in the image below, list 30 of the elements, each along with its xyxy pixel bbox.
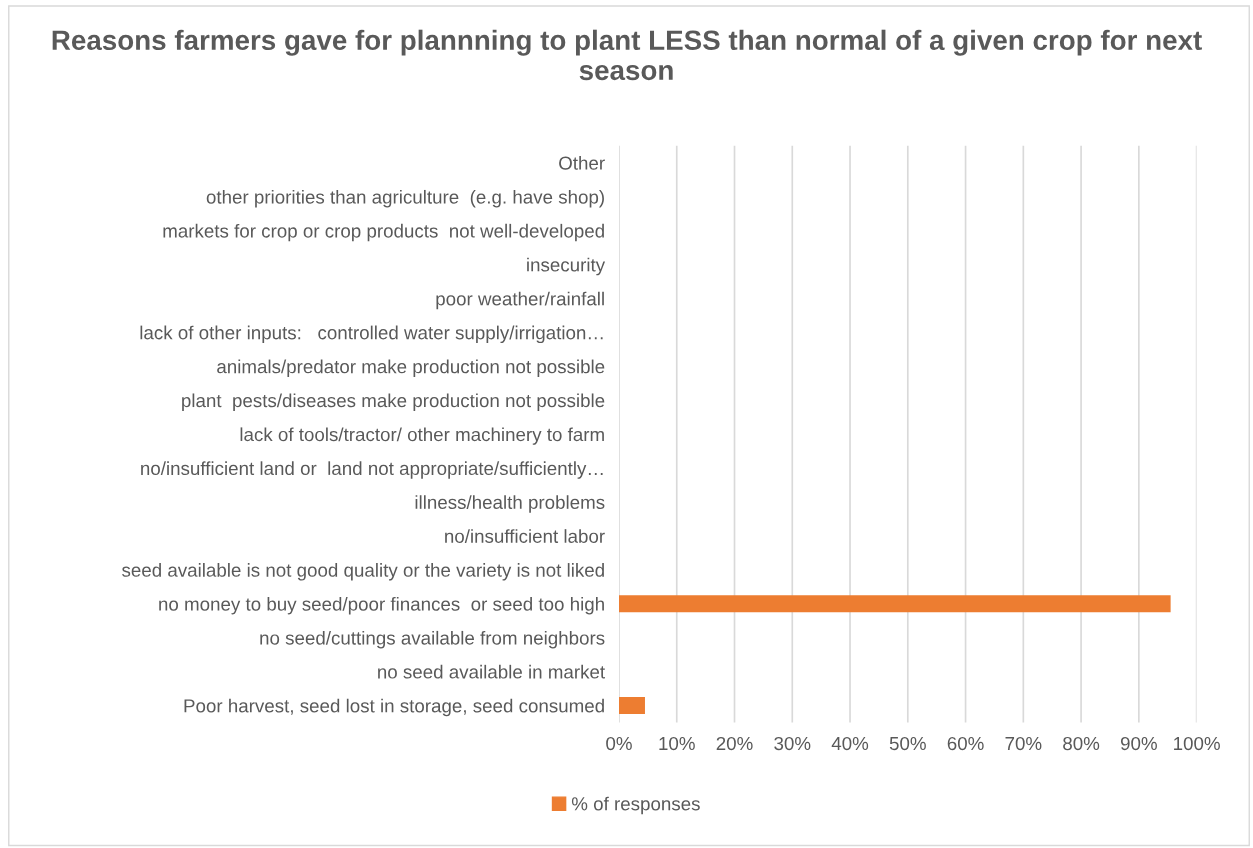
x-tick-label: 100%: [1174, 736, 1220, 751]
y-tick-label: plant pests/diseases make production not possible: [182, 393, 605, 411]
x-tick-label: 40%: [831, 736, 869, 751]
y-tick-label: Other: [559, 156, 605, 170]
y-tick-label: seed available is not good quality or the variety is not liked: [122, 563, 604, 581]
x-tick-label: 0%: [606, 736, 632, 751]
x-tick-label: 60%: [947, 736, 984, 751]
x-tick-label: 50%: [889, 736, 926, 751]
x-tick-label: 10%: [659, 736, 695, 751]
y-tick-label: other priorities than agriculture (e.g. have shop): [206, 189, 604, 208]
x-tick-label: 80%: [1063, 736, 1100, 751]
y-tick-label: animals/predator make production not possible: [217, 359, 605, 378]
x-tick-label: 90%: [1120, 736, 1157, 751]
y-tick-label: Poor harvest, seed lost in storage, seed consumed: [184, 698, 604, 717]
x-tick-label: 70%: [1005, 736, 1042, 751]
y-tick-label: lack of tools/tractor/ other machinery to farm: [240, 427, 604, 445]
y-tick-label: poor weather/rainfall: [436, 291, 604, 310]
y-tick-label: insecurity: [527, 257, 606, 276]
y-tick-label: no/insufficient labor: [445, 529, 605, 543]
y-tick-label: illness/health problems: [415, 495, 605, 513]
chart-title: Reasons farmers gave for plannning to plant LESS than normal of a given crop for next season: [52, 29, 1202, 81]
y-tick-label: lack of other inputs: controlled water supply/irrigation…: [140, 325, 603, 344]
y-tick-label: markets for crop or crop products not well-developed: [163, 223, 604, 242]
y-tick-label: no/insufficient land or land not appropriate/sufficiently…: [141, 461, 603, 479]
x-tick-label: 20%: [716, 736, 753, 751]
legend-label: % of responses: [571, 796, 700, 815]
y-tick-label: no money to buy seed/poor finances or seed too high: [159, 596, 604, 615]
x-tick-label: 30%: [774, 736, 811, 751]
y-tick-label: no seed/cuttings available from neighbors: [260, 630, 605, 649]
y-tick-label: no seed available in market: [378, 664, 605, 679]
